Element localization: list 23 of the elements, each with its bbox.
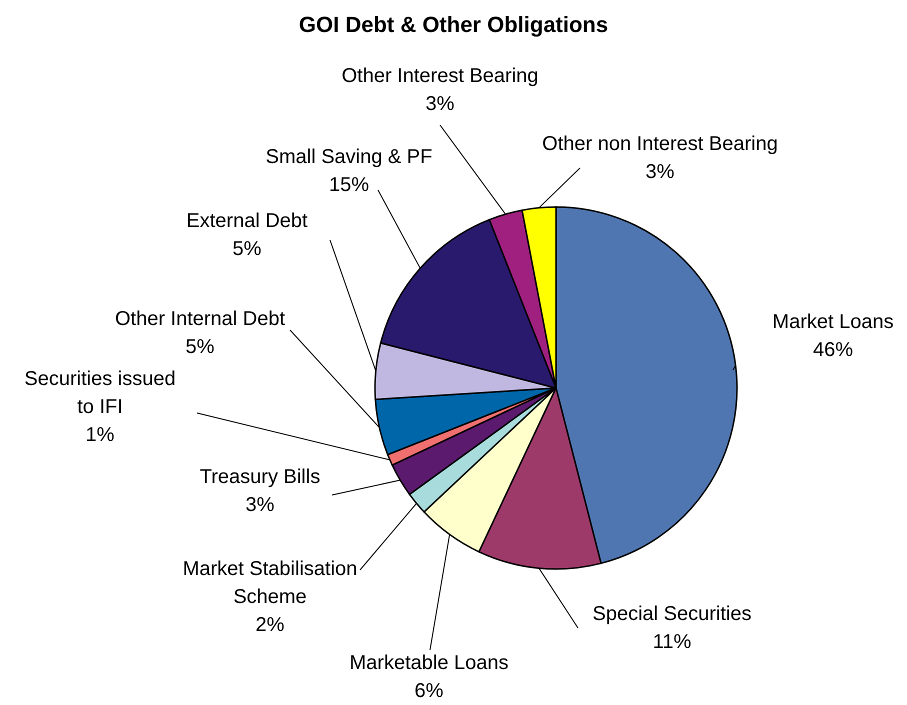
slice-label: External Debt xyxy=(186,210,308,232)
data-label: 11% xyxy=(652,631,692,653)
slice-label: Securities issued to IFI xyxy=(24,368,176,418)
slice-label: Market Stabilisation Scheme xyxy=(182,558,358,608)
slice-label: Treasury Bills xyxy=(200,466,320,488)
slice-label: Other Internal Debt xyxy=(114,308,286,330)
slice-label: Other non Interest Bearing xyxy=(542,133,778,155)
slice-label: Marketable Loans xyxy=(350,652,508,674)
slice-label: Special Securities xyxy=(592,603,752,625)
data-label: 5% xyxy=(232,238,262,260)
data-label: 6% xyxy=(414,680,444,702)
data-label: 2% xyxy=(256,614,285,636)
slice-label: Small Saving & PF xyxy=(266,146,432,168)
data-label: 3% xyxy=(426,93,455,115)
data-label: 3% xyxy=(646,161,675,183)
data-label: 46% xyxy=(812,339,854,361)
chart-title: GOI Debt & Other Obligations xyxy=(298,12,610,38)
data-label: 1% xyxy=(86,424,115,446)
slice-label: Other Interest Bearing xyxy=(342,65,538,87)
slice-label: Market Loans xyxy=(772,311,894,333)
data-label: 3% xyxy=(246,494,275,516)
data-label: 5% xyxy=(186,336,215,358)
data-label: 15% xyxy=(328,174,370,196)
